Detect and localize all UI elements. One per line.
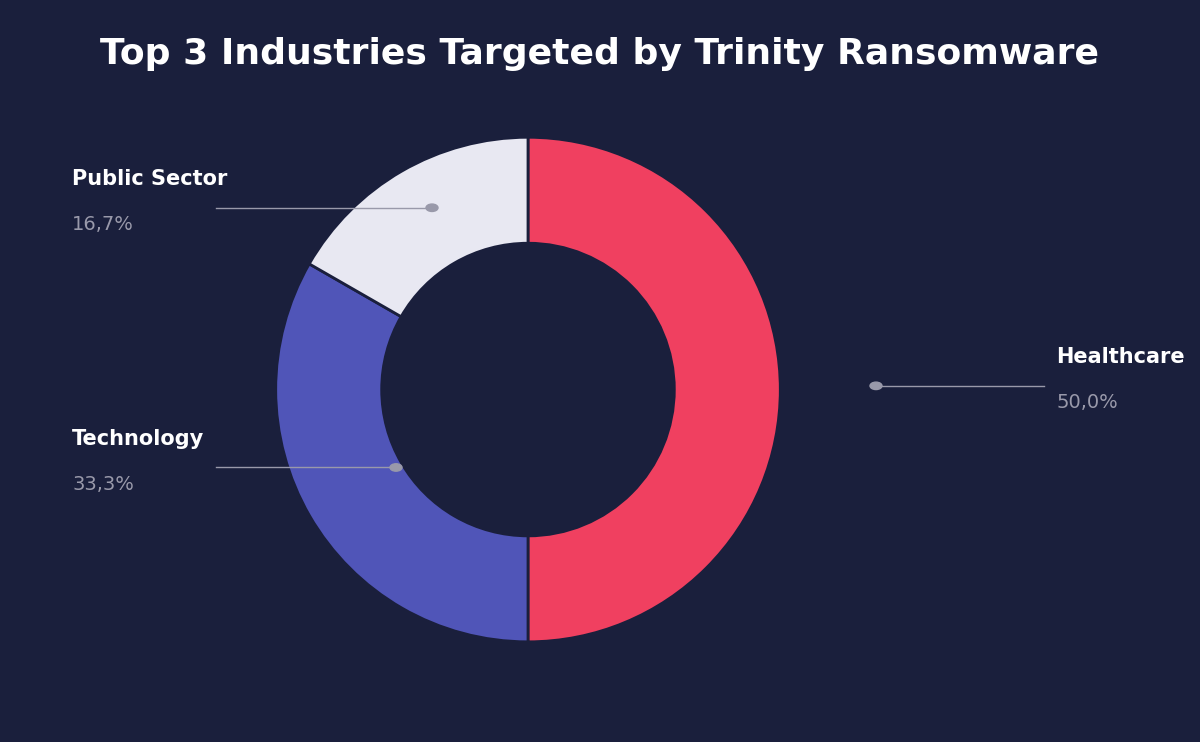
Wedge shape [310,137,528,317]
Wedge shape [276,264,528,642]
Text: 16,7%: 16,7% [72,215,134,234]
Text: Top 3 Industries Targeted by Trinity Ransomware: Top 3 Industries Targeted by Trinity Ran… [101,37,1099,71]
Text: Public Sector: Public Sector [72,169,227,189]
Text: 50,0%: 50,0% [1056,393,1117,413]
Text: Technology: Technology [72,429,204,449]
Text: Healthcare: Healthcare [1056,347,1184,367]
Wedge shape [528,137,780,642]
Text: 33,3%: 33,3% [72,475,134,494]
